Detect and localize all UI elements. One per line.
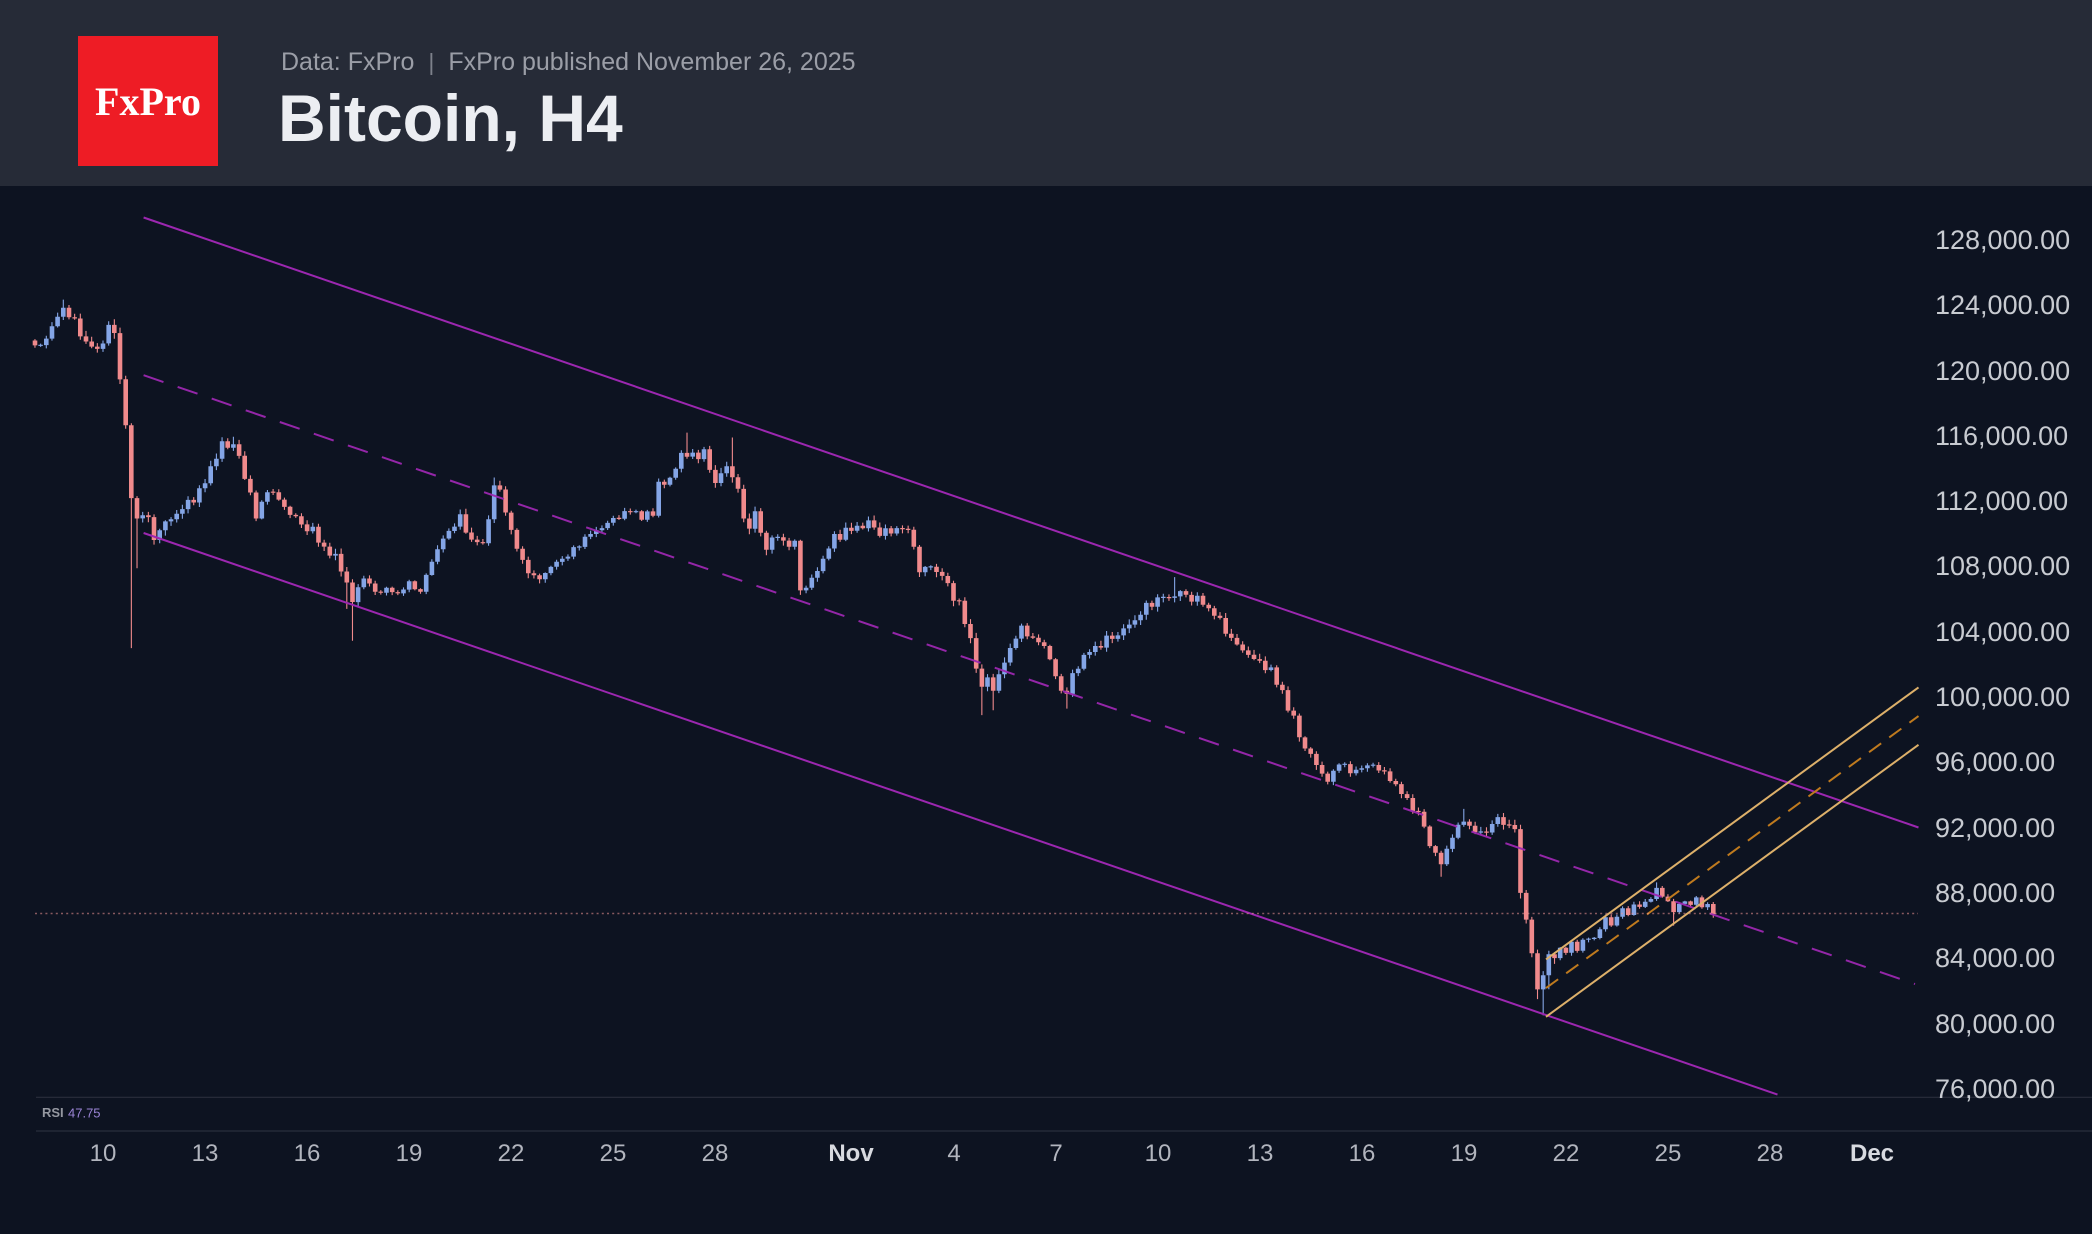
svg-text:116,000.00: 116,000.00 [1935, 421, 2068, 451]
svg-text:Dec: Dec [1850, 1140, 1894, 1167]
svg-text:104,000.00: 104,000.00 [1935, 617, 2070, 647]
svg-text:10: 10 [1145, 1140, 1172, 1167]
svg-text:80,000.00: 80,000.00 [1935, 1009, 2055, 1039]
svg-text:100,000.00: 100,000.00 [1935, 682, 2070, 712]
svg-text:16: 16 [1349, 1140, 1376, 1167]
svg-text:28: 28 [1757, 1140, 1784, 1167]
svg-text:25: 25 [600, 1140, 627, 1167]
svg-text:19: 19 [1451, 1140, 1478, 1167]
svg-text:128,000.00: 128,000.00 [1935, 225, 2070, 255]
svg-text:47.75: 47.75 [68, 1106, 101, 1121]
svg-text:25: 25 [1655, 1140, 1682, 1167]
svg-text:96,000.00: 96,000.00 [1935, 747, 2055, 777]
svg-text:76,000.00: 76,000.00 [1935, 1074, 2055, 1104]
svg-text:28: 28 [702, 1140, 729, 1167]
svg-text:7: 7 [1049, 1140, 1062, 1167]
svg-text:124,000.00: 124,000.00 [1935, 290, 2070, 320]
svg-text:92,000.00: 92,000.00 [1935, 813, 2055, 843]
svg-text:10: 10 [90, 1140, 117, 1167]
svg-text:19: 19 [396, 1140, 423, 1167]
svg-text:22: 22 [498, 1140, 525, 1167]
svg-text:112,000.00: 112,000.00 [1935, 486, 2068, 516]
svg-text:22: 22 [1553, 1140, 1580, 1167]
svg-text:Nov: Nov [828, 1140, 874, 1167]
svg-text:120,000.00: 120,000.00 [1935, 356, 2070, 386]
svg-text:4: 4 [947, 1140, 960, 1167]
svg-text:13: 13 [192, 1140, 219, 1167]
svg-text:108,000.00: 108,000.00 [1935, 551, 2070, 581]
svg-text:84,000.00: 84,000.00 [1935, 943, 2055, 973]
svg-text:RSI: RSI [42, 1105, 64, 1120]
svg-text:13: 13 [1247, 1140, 1274, 1167]
svg-text:16: 16 [294, 1140, 321, 1167]
svg-text:88,000.00: 88,000.00 [1935, 878, 2055, 908]
